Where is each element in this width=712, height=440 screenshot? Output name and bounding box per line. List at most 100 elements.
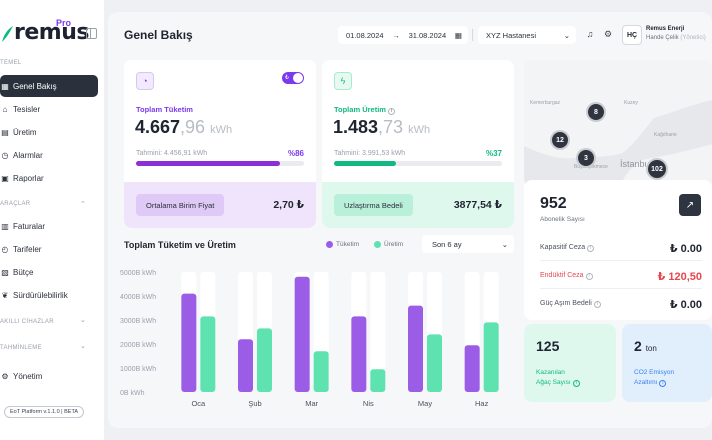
toggle-knob xyxy=(293,73,303,83)
co2-value: 2 ton xyxy=(634,338,657,354)
report-icon: ▣ xyxy=(1,173,9,183)
settlement-button[interactable]: Uzlaştırma Bedeli xyxy=(334,194,413,216)
settlement-value: 3877,54 ₺ xyxy=(453,199,502,211)
y-tick-label: 2000B kWh xyxy=(120,342,156,349)
penalty-row-power-overrun: Güç Aşım Bedeli i ₺ 0.00 xyxy=(540,294,702,314)
bar-production xyxy=(200,316,216,392)
production-percent: %37 xyxy=(485,149,502,158)
co2-unit: ton xyxy=(645,344,657,353)
row-label-text: Güç Aşım Bedeli xyxy=(540,300,592,308)
facility-map[interactable]: Kuzey Kemerburgaz Büyükçekmece Kağıthane… xyxy=(524,60,712,186)
date-range-picker[interactable]: 01.08.2024 → 31.08.2024 ▦ xyxy=(338,26,468,44)
production-value: 1.483,73 kWh xyxy=(333,117,430,138)
gear-icon[interactable]: ⚙ xyxy=(603,28,613,39)
consumption-int: 4.667 xyxy=(135,117,181,137)
sidebar-item-label: Faturalar xyxy=(13,221,46,231)
avg-unit-price-button[interactable]: Ortalama Birim Fiyat xyxy=(136,194,225,216)
sidebar-item-butce[interactable]: ▧ Bütçe xyxy=(0,261,98,283)
map-label-kuzey: Kuzey xyxy=(624,100,638,106)
chevron-down-icon[interactable]: ⌄ xyxy=(80,343,86,350)
arrow-up-right-icon[interactable]: ↗ xyxy=(679,194,701,216)
period-select[interactable]: Son 6 ay ⌄ xyxy=(422,235,514,253)
sidebar-item-label: Bütçe xyxy=(13,267,34,277)
version-badge: EoT Platform v.1.1.0 | BETA xyxy=(4,406,85,418)
unit-toggle[interactable]: ₺ xyxy=(282,72,304,84)
co2-label-line1: CO2 Emisyon xyxy=(634,369,675,376)
sidebar-item-tarifeler[interactable]: ◴ Tarifeler xyxy=(0,238,98,260)
bar-production xyxy=(370,369,386,392)
info-icon[interactable]: i xyxy=(572,379,580,387)
invoice-icon: ▥ xyxy=(1,221,9,231)
trees-card: 125 Kazanılan Ağaç Sayısı i xyxy=(524,324,616,402)
map-pin[interactable]: 102 xyxy=(646,158,668,180)
bar-track xyxy=(370,272,386,392)
chevron-down-icon: ⌄ xyxy=(563,30,570,40)
sidebar-item-label: Genel Bakış xyxy=(13,81,57,91)
bar-production xyxy=(257,328,272,392)
brand-name: remus xyxy=(14,20,89,45)
sidebar-item-tesisler[interactable]: ⌂ Tesisler xyxy=(0,98,98,120)
chart-title: Toplam Tüketim ve Üretim xyxy=(124,240,236,250)
header-divider xyxy=(472,29,473,41)
sidebar-item-surdurulebilirlik[interactable]: ❦ Sürdürülebilirlik xyxy=(0,284,98,306)
info-icon[interactable]: i xyxy=(387,107,395,115)
co2-label: CO2 Emisyon Azaltımı i xyxy=(634,368,674,388)
sidebar-item-alarmlar[interactable]: ◷ Alarmlar xyxy=(0,144,98,166)
trees-label-line2: Ağaç Sayısı i xyxy=(536,378,580,388)
leaf-icon: ❦ xyxy=(1,290,9,300)
sidebar-item-label: Raporlar xyxy=(13,173,44,183)
chevron-down-icon[interactable]: ⌄ xyxy=(80,317,86,324)
sidebar-collapse-icon[interactable] xyxy=(86,28,97,39)
bar-consumption xyxy=(464,345,480,392)
user-info: Hande Çelik (Yönetici) xyxy=(646,35,706,41)
consumption-progress xyxy=(136,161,304,166)
map-pin[interactable]: 12 xyxy=(550,130,570,150)
period-value: Son 6 ay xyxy=(432,239,462,249)
chevron-up-icon[interactable]: ⌃ xyxy=(80,201,86,208)
row-value: ₺ 0.00 xyxy=(669,298,702,311)
legend-consumption: Tüketim xyxy=(326,241,359,248)
sidebar-item-faturalar[interactable]: ▥ Faturalar xyxy=(0,215,98,237)
avg-unit-price-value: 2,70 ₺ xyxy=(273,199,304,211)
user-role: (Yönetici) xyxy=(680,35,706,41)
avatar[interactable]: HÇ xyxy=(622,25,642,45)
co2-label-line2: Azaltımı i xyxy=(634,378,674,388)
info-icon[interactable]: i xyxy=(585,272,593,280)
bar-chart: 0B kWh 1000B kWh 2000B kWh 3000B kWh 4000B k… xyxy=(120,270,499,408)
consumption-estimate: Tahmini: 4.456,91 kWh xyxy=(136,150,208,157)
page-title: Genel Bakış xyxy=(124,28,193,42)
production-card: ϟ Toplam Üretim i 1.483,73 kWh Tahmini: 3… xyxy=(322,60,514,228)
tariff-icon: ◴ xyxy=(1,244,9,254)
factory-icon: ⌂ xyxy=(2,104,8,114)
map-pin[interactable]: 3 xyxy=(576,148,596,168)
info-icon[interactable]: i xyxy=(593,300,601,308)
bell-icon[interactable]: ♫ xyxy=(586,29,594,39)
consumption-footer: Ortalama Birim Fiyat 2,70 ₺ xyxy=(124,182,316,228)
sidebar-item-yonetim[interactable]: ⚙ Yönetim xyxy=(0,365,98,387)
hospital-select[interactable]: XYZ Hastanesi ⌄ xyxy=(478,26,576,44)
co2-card: 2 ton CO2 Emisyon Azaltımı i xyxy=(622,324,712,402)
brand-sub: Pro xyxy=(56,18,72,28)
sidebar-item-raporlar[interactable]: ▣ Raporlar xyxy=(0,167,98,189)
brand-logo: remus xyxy=(0,22,89,44)
bar-production xyxy=(313,351,329,392)
x-tick-label: Mar xyxy=(305,399,318,408)
sidebar-item-uretim[interactable]: ▤ Üretim xyxy=(0,121,98,143)
main-panel: Genel Bakış 01.08.2024 → 31.08.2024 ▦ XY… xyxy=(108,12,712,428)
sidebar-item-genel-bakis[interactable]: ▦ Genel Bakış xyxy=(0,75,98,97)
info-icon[interactable]: i xyxy=(659,379,667,387)
user-name: Hande Çelik xyxy=(646,35,679,41)
bar-production xyxy=(483,322,499,392)
map-pin[interactable]: 8 xyxy=(586,102,606,122)
section-akilli-cihazlar: AKILLI CİHAZLAR xyxy=(0,319,54,325)
production-unit: kWh xyxy=(408,124,431,136)
row-label: Güç Aşım Bedeli i xyxy=(540,300,601,308)
info-icon[interactable]: i xyxy=(587,244,595,252)
bar-consumption xyxy=(294,276,310,392)
subscription-label: Abonelik Sayısı xyxy=(540,216,585,223)
settings-icon: ⚙ xyxy=(1,371,9,381)
y-tick-label: 0B kWh xyxy=(120,390,145,397)
row-label: Endüktif Ceza i xyxy=(540,272,593,280)
production-progress-fill xyxy=(334,161,397,166)
x-tick-label: Oca xyxy=(191,399,206,408)
